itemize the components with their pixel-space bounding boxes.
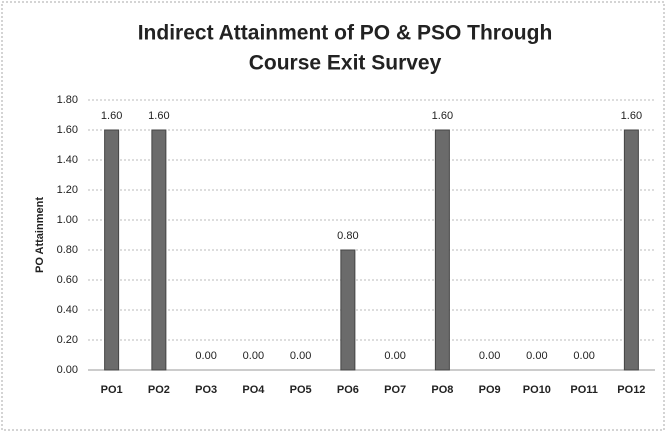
x-tick-label: PO7 — [384, 384, 406, 396]
data-label: 0.00 — [573, 350, 594, 362]
x-tick-label: PO5 — [290, 384, 312, 396]
y-tick-label: 0.60 — [57, 274, 78, 286]
y-axis-label: PO Attainment — [34, 197, 46, 273]
data-label: 0.00 — [526, 350, 547, 362]
y-tick-label: 1.80 — [57, 94, 78, 106]
chart-title: Course Exit Survey — [249, 52, 442, 75]
x-tick-label: PO11 — [570, 384, 598, 396]
data-label: 1.60 — [101, 110, 122, 122]
y-tick-label: 0.00 — [57, 364, 78, 376]
data-label: 0.00 — [384, 350, 405, 362]
data-label: 0.00 — [479, 350, 500, 362]
data-label: 1.60 — [432, 110, 453, 122]
data-label: 1.60 — [621, 110, 642, 122]
y-tick-label: 1.40 — [57, 154, 78, 166]
data-label: 0.00 — [290, 350, 311, 362]
data-label: 0.00 — [243, 350, 264, 362]
bar — [623, 129, 639, 371]
bar — [340, 249, 356, 371]
x-tick-label: PO1 — [101, 384, 123, 396]
bar — [151, 129, 167, 371]
y-tick-label: 1.20 — [57, 184, 78, 196]
bar — [104, 129, 120, 371]
y-tick-label: 0.80 — [57, 244, 78, 256]
x-tick-label: PO2 — [148, 384, 170, 396]
y-tick-label: 0.20 — [57, 334, 78, 346]
y-tick-label: 1.60 — [57, 124, 78, 136]
chart-title: Indirect Attainment of PO & PSO Through — [138, 22, 553, 45]
x-tick-label: PO6 — [337, 384, 359, 396]
data-label: 0.80 — [337, 230, 358, 242]
bar — [434, 129, 450, 371]
data-label: 1.60 — [148, 110, 169, 122]
x-tick-label: PO9 — [479, 384, 501, 396]
x-tick-label: PO4 — [242, 384, 265, 396]
data-label: 0.00 — [195, 350, 216, 362]
y-tick-label: 1.00 — [57, 214, 78, 226]
y-tick-label: 0.40 — [57, 304, 78, 316]
x-tick-label: PO3 — [195, 384, 217, 396]
x-tick-label: PO12 — [617, 384, 645, 396]
x-tick-label: PO8 — [431, 384, 453, 396]
x-tick-label: PO10 — [523, 384, 551, 396]
